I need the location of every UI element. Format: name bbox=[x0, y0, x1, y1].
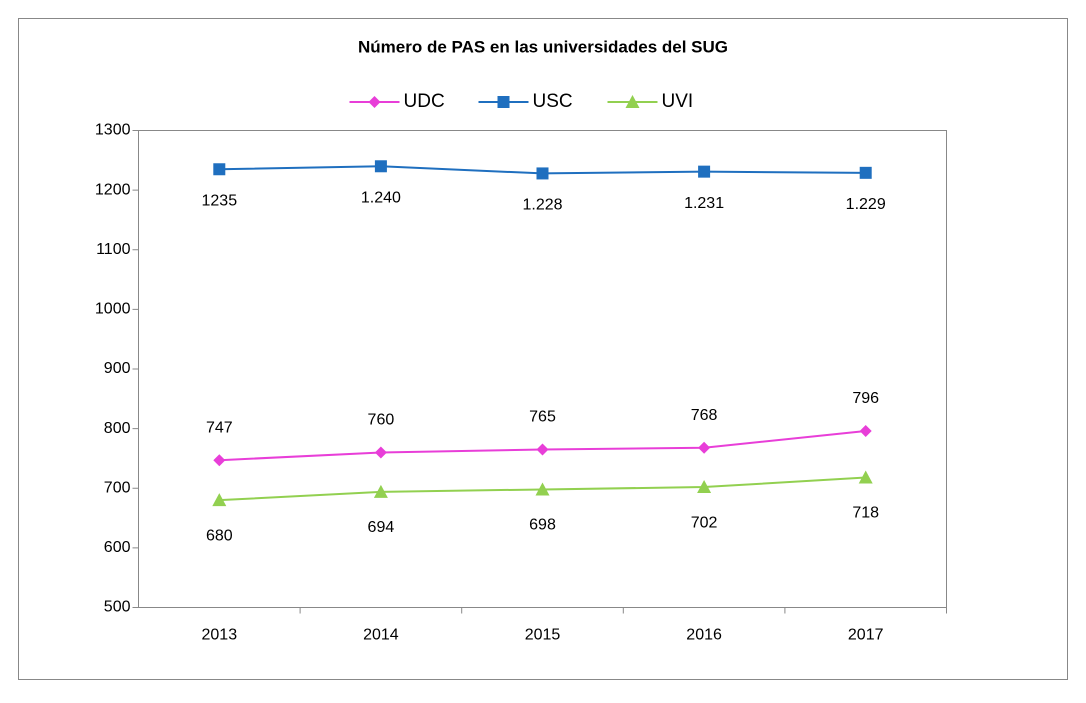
data-label: 694 bbox=[368, 519, 395, 536]
y-tick-label: 600 bbox=[104, 539, 131, 556]
marker bbox=[373, 484, 388, 498]
marker bbox=[212, 493, 227, 507]
x-tick-label: 2015 bbox=[525, 627, 561, 644]
marker bbox=[536, 443, 549, 456]
data-label: 760 bbox=[368, 412, 395, 429]
marker bbox=[213, 163, 226, 176]
marker bbox=[213, 454, 226, 467]
y-tick-label: 1200 bbox=[95, 181, 131, 198]
data-label: 718 bbox=[852, 505, 879, 522]
marker bbox=[698, 165, 711, 178]
y-tick-label: 1100 bbox=[96, 241, 131, 258]
data-label: 796 bbox=[852, 390, 879, 407]
marker bbox=[625, 95, 640, 108]
x-tick-label: 2013 bbox=[202, 627, 238, 644]
data-label: 1.229 bbox=[846, 196, 886, 213]
data-label: 702 bbox=[691, 514, 718, 531]
y-tick-label: 700 bbox=[104, 479, 131, 496]
x-tick-label: 2016 bbox=[686, 627, 722, 644]
marker bbox=[697, 480, 712, 494]
chart-title: Número de PAS en las universidades del S… bbox=[358, 37, 728, 56]
data-label: 1.228 bbox=[522, 197, 562, 214]
marker bbox=[698, 441, 711, 454]
data-label: 768 bbox=[691, 407, 718, 424]
marker bbox=[536, 167, 549, 180]
marker bbox=[497, 96, 510, 108]
chart-frame bbox=[18, 18, 1068, 680]
data-label: 1.240 bbox=[361, 189, 401, 206]
data-label: 1235 bbox=[202, 192, 238, 209]
legend-label: UDC bbox=[404, 91, 445, 112]
data-label: 680 bbox=[206, 527, 233, 544]
marker bbox=[859, 425, 872, 438]
marker bbox=[374, 446, 387, 459]
marker bbox=[374, 160, 387, 173]
marker bbox=[858, 470, 873, 484]
marker bbox=[859, 166, 872, 179]
y-tick-label: 1300 bbox=[95, 122, 131, 139]
data-label: 1.231 bbox=[684, 195, 724, 212]
legend-label: USC bbox=[533, 91, 573, 112]
marker bbox=[535, 482, 550, 496]
y-tick-label: 800 bbox=[104, 420, 131, 437]
y-tick-label: 500 bbox=[104, 599, 131, 616]
data-label: 747 bbox=[206, 419, 233, 436]
y-tick-label: 900 bbox=[104, 360, 131, 377]
legend-label: UVI bbox=[662, 91, 694, 112]
x-tick-label: 2014 bbox=[363, 627, 399, 644]
marker bbox=[368, 96, 381, 108]
x-tick-label: 2017 bbox=[848, 627, 884, 644]
data-label: 698 bbox=[529, 517, 556, 534]
data-label: 765 bbox=[529, 409, 556, 426]
y-tick-label: 1000 bbox=[95, 301, 131, 318]
